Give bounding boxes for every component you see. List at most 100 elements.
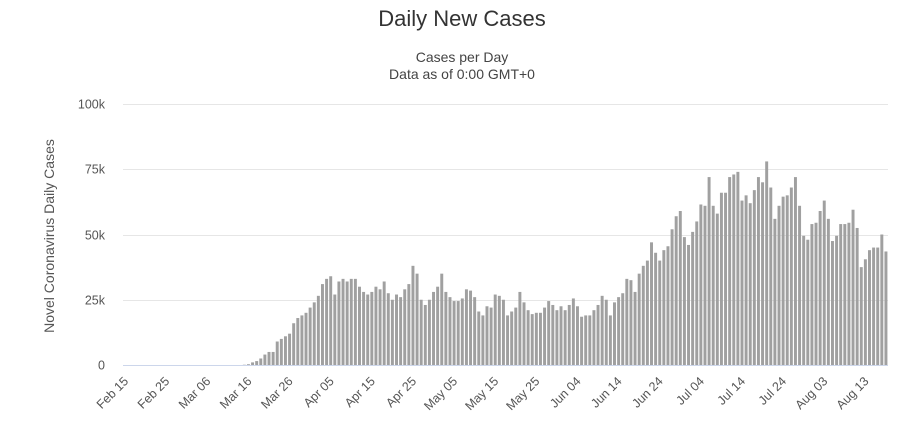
x-tick-label: May 05 xyxy=(421,374,460,413)
bar xyxy=(563,310,567,365)
x-tick-label: Mar 06 xyxy=(176,374,213,411)
bar xyxy=(736,171,740,365)
bar xyxy=(304,312,308,365)
chart-title: Daily New Cases xyxy=(378,6,546,31)
bar xyxy=(510,311,514,365)
bar xyxy=(831,241,834,365)
bar xyxy=(526,310,530,365)
bar xyxy=(835,235,839,365)
bar xyxy=(444,291,448,365)
bar xyxy=(662,250,666,365)
bar xyxy=(559,306,563,365)
bar xyxy=(695,221,699,365)
bar xyxy=(448,297,452,365)
bar xyxy=(551,304,555,365)
bar xyxy=(641,265,645,365)
bar xyxy=(876,247,880,365)
bar xyxy=(378,289,382,365)
x-tick-label: Jun 14 xyxy=(588,374,624,410)
bar xyxy=(756,177,760,365)
bar xyxy=(855,227,859,365)
bar xyxy=(530,314,534,365)
bar xyxy=(580,316,584,365)
bar xyxy=(682,237,686,365)
bar xyxy=(493,294,497,365)
bar xyxy=(711,205,715,365)
bar xyxy=(793,177,797,365)
bar xyxy=(464,289,468,365)
bar xyxy=(777,205,781,365)
x-tick-label: May 15 xyxy=(462,374,501,413)
bar xyxy=(473,297,477,365)
bar xyxy=(296,318,300,365)
bar xyxy=(785,195,789,365)
bar xyxy=(633,291,637,365)
bar xyxy=(283,336,287,365)
bar xyxy=(658,260,662,365)
bar xyxy=(650,242,653,365)
bar xyxy=(423,304,427,365)
bar xyxy=(843,224,847,365)
y-tick-label: 25k xyxy=(85,294,106,308)
bar xyxy=(481,315,485,365)
bar xyxy=(740,200,744,365)
bar xyxy=(719,192,723,365)
bar xyxy=(847,222,851,365)
bar xyxy=(477,311,481,365)
bar xyxy=(267,351,271,365)
bar xyxy=(576,306,579,365)
bar xyxy=(654,252,658,365)
bar xyxy=(724,192,728,365)
bar xyxy=(600,295,604,365)
bar xyxy=(670,229,674,365)
y-tick-label: 50k xyxy=(85,229,106,243)
bar xyxy=(625,278,629,365)
bar xyxy=(732,174,736,365)
bar xyxy=(666,246,670,365)
x-axis-ticks: Feb 15 Feb 25 Mar 06 Mar 16 Mar 26 Apr 05 Apr … xyxy=(94,374,872,413)
bar xyxy=(469,290,473,365)
bar xyxy=(538,312,542,365)
bar xyxy=(863,259,867,365)
bar xyxy=(798,205,802,365)
x-tick-label: May 25 xyxy=(504,374,543,413)
bar xyxy=(687,244,690,365)
bar xyxy=(703,205,707,365)
bar xyxy=(333,294,337,365)
bar xyxy=(337,281,341,365)
bar xyxy=(374,286,378,365)
bar xyxy=(744,195,748,365)
bar xyxy=(588,315,592,365)
bar xyxy=(485,306,489,365)
bar xyxy=(395,294,398,365)
y-axis-ticks: 0 25k 50k 75k 100k xyxy=(78,98,106,373)
y-tick-label: 100k xyxy=(78,98,106,112)
bar xyxy=(884,251,888,365)
bar xyxy=(859,267,863,366)
bar xyxy=(427,299,431,365)
bar xyxy=(728,177,732,365)
bar xyxy=(584,315,588,365)
bar xyxy=(765,161,769,365)
bar xyxy=(403,289,407,365)
bar xyxy=(489,307,493,365)
bar xyxy=(567,304,571,365)
bar xyxy=(608,315,612,365)
bar xyxy=(752,190,756,365)
bar xyxy=(518,291,522,365)
bar xyxy=(534,312,538,365)
bar xyxy=(637,273,641,365)
bar xyxy=(370,291,374,365)
y-tick-label: 75k xyxy=(85,163,106,177)
bar xyxy=(645,260,649,365)
bar xyxy=(251,362,255,365)
bar xyxy=(345,281,349,365)
bar xyxy=(571,298,575,365)
bar xyxy=(452,301,456,365)
x-tick-label: Jul 14 xyxy=(715,374,749,408)
bar xyxy=(456,301,460,365)
x-tick-label: Jul 24 xyxy=(756,374,790,408)
bar xyxy=(329,276,333,365)
bar xyxy=(802,235,806,365)
